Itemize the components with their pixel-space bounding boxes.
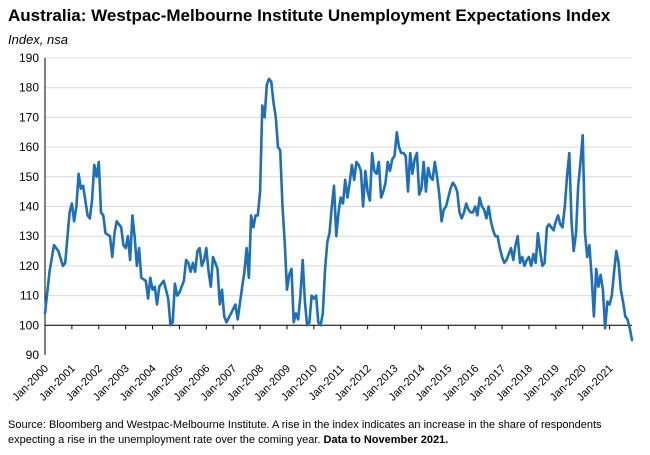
y-tick-label: 120 <box>19 259 39 273</box>
data-note: Data to November 2021. <box>323 434 449 446</box>
series-layer <box>43 77 634 342</box>
y-tick-label: 130 <box>19 229 39 243</box>
source-note: Source: Bloomberg and Westpac-Melbourne … <box>8 418 638 448</box>
y-tick-label: 140 <box>19 200 39 214</box>
y-axis: 90 100 110 120 130 140 150 160 170 180 190 <box>19 51 46 362</box>
y-tick-label: 90 <box>26 348 40 362</box>
source-text: Source: Bloomberg and Westpac-Melbourne … <box>8 419 602 446</box>
y-tick-label: 100 <box>19 318 39 332</box>
line-chart: 90 100 110 120 130 140 150 160 170 180 190 Jan-200… <box>10 51 634 404</box>
y-tick-label: 110 <box>20 289 39 303</box>
y-tick-label: 160 <box>19 140 39 154</box>
y-tick-label: 180 <box>19 81 39 95</box>
gridlines <box>45 57 632 326</box>
chart-subtitle: Index, nsa <box>8 32 68 47</box>
y-tick-label: 150 <box>19 170 39 184</box>
chart-title: Australia: Westpac-Melbourne Institute U… <box>8 6 611 25</box>
y-tick-label: 170 <box>19 110 39 124</box>
series-line <box>43 77 634 342</box>
x-axis: Jan-2000Jan-2001Jan-2002Jan-2003Jan-2004… <box>10 324 632 404</box>
y-tick-label: 190 <box>19 51 39 65</box>
